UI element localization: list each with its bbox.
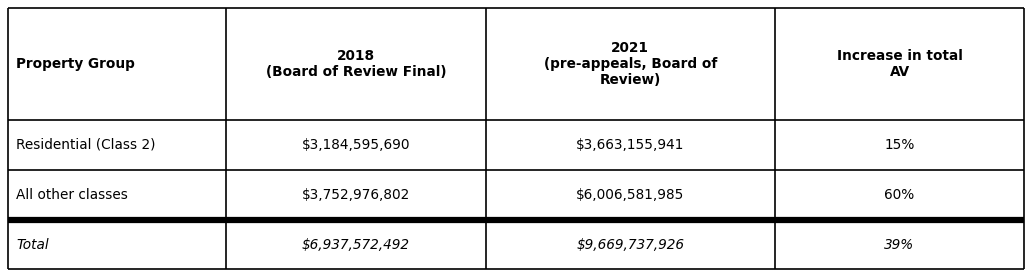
Text: 39%: 39%	[884, 238, 914, 252]
Text: $6,006,581,985: $6,006,581,985	[576, 188, 684, 202]
Text: Increase in total
AV: Increase in total AV	[837, 49, 963, 79]
Text: $9,669,737,926: $9,669,737,926	[576, 238, 684, 252]
Text: Residential (Class 2): Residential (Class 2)	[17, 138, 156, 152]
Text: $6,937,572,492: $6,937,572,492	[302, 238, 410, 252]
Text: 15%: 15%	[884, 138, 914, 152]
Text: $3,663,155,941: $3,663,155,941	[576, 138, 684, 152]
Text: 2018
(Board of Review Final): 2018 (Board of Review Final)	[265, 49, 446, 79]
Text: 2021
(pre-appeals, Board of
Review): 2021 (pre-appeals, Board of Review)	[544, 41, 717, 87]
Text: All other classes: All other classes	[17, 188, 128, 202]
Text: Property Group: Property Group	[17, 57, 135, 71]
Text: $3,752,976,802: $3,752,976,802	[301, 188, 410, 202]
Text: 60%: 60%	[884, 188, 914, 202]
Text: Total: Total	[17, 238, 49, 252]
Text: $3,184,595,690: $3,184,595,690	[301, 138, 411, 152]
